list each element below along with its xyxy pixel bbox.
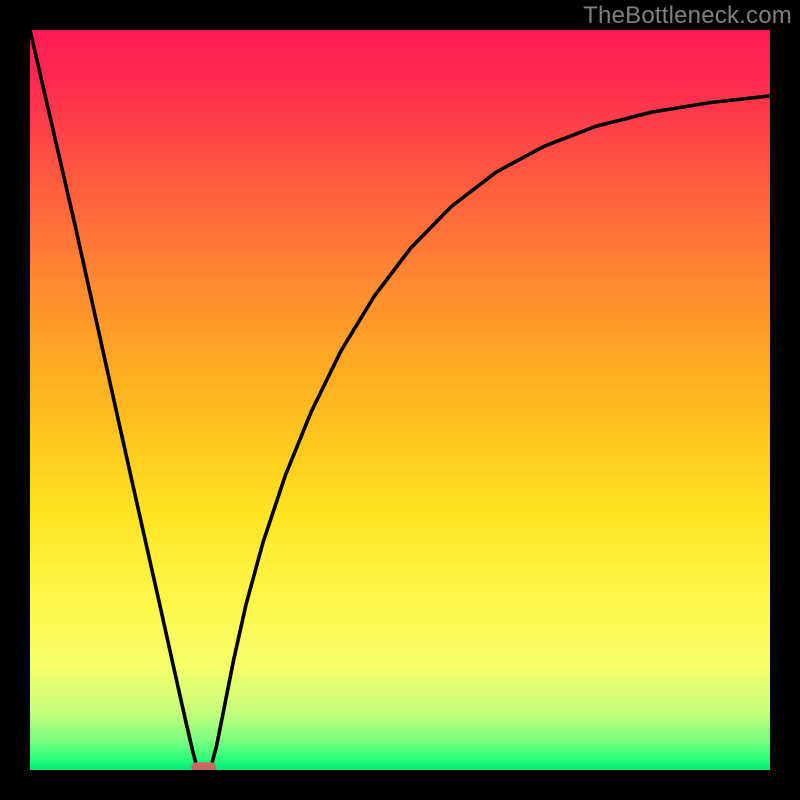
watermark-text: TheBottleneck.com [583, 2, 792, 30]
bottleneck-curve-chart [30, 30, 770, 770]
trough-marker [191, 762, 216, 770]
plot-area [30, 30, 770, 770]
gradient-background [30, 30, 770, 770]
chart-stage: TheBottleneck.com [0, 0, 800, 800]
